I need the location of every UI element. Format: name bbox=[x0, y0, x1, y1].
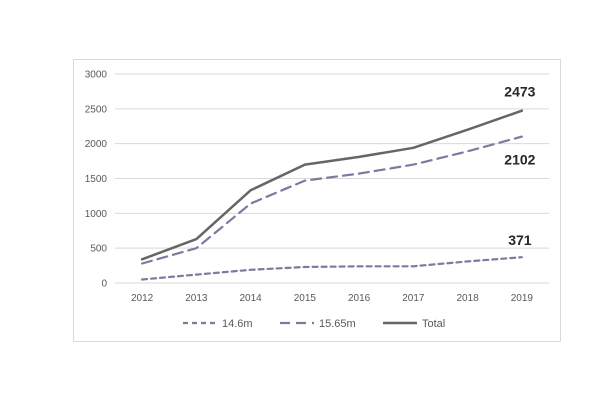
legend: 14.6m 15.65m Total bbox=[183, 318, 445, 330]
x-tick-label: 2017 bbox=[402, 293, 425, 304]
y-tick-label: 0 bbox=[101, 279, 107, 290]
x-tick-label: 2018 bbox=[457, 293, 480, 304]
data-labels: 2473 2102 371 bbox=[504, 84, 535, 248]
series-line-15-65m bbox=[141, 135, 524, 265]
gridlines bbox=[115, 73, 549, 284]
y-tick-label: 3000 bbox=[85, 70, 108, 81]
x-tick-label: 2019 bbox=[511, 293, 534, 304]
y-tick-label: 2500 bbox=[85, 104, 108, 115]
y-tick-label: 2000 bbox=[85, 139, 108, 150]
series-line-total bbox=[140, 109, 524, 261]
x-axis-ticks: 2012 2013 2014 2015 2016 2017 2018 2019 bbox=[131, 293, 533, 304]
legend-label: 15.65m bbox=[319, 318, 356, 330]
x-tick-label: 2012 bbox=[131, 293, 154, 304]
chart-frame bbox=[73, 59, 561, 342]
legend-label: Total bbox=[422, 318, 445, 330]
legend-label: 14.6m bbox=[222, 318, 253, 330]
y-tick-label: 500 bbox=[90, 244, 107, 255]
x-tick-label: 2013 bbox=[185, 293, 208, 304]
x-tick-label: 2015 bbox=[294, 293, 317, 304]
series-line-14-6m bbox=[141, 256, 524, 281]
y-axis-ticks: 0 500 1000 1500 2000 2500 3000 bbox=[85, 70, 108, 290]
x-tick-label: 2016 bbox=[348, 293, 371, 304]
data-label: 2473 bbox=[504, 84, 535, 100]
data-label: 371 bbox=[508, 232, 532, 248]
data-label: 2102 bbox=[504, 152, 535, 168]
y-tick-label: 1000 bbox=[85, 209, 108, 220]
series-lines bbox=[140, 109, 524, 281]
x-tick-label: 2014 bbox=[240, 293, 263, 304]
y-tick-label: 1500 bbox=[85, 174, 108, 185]
